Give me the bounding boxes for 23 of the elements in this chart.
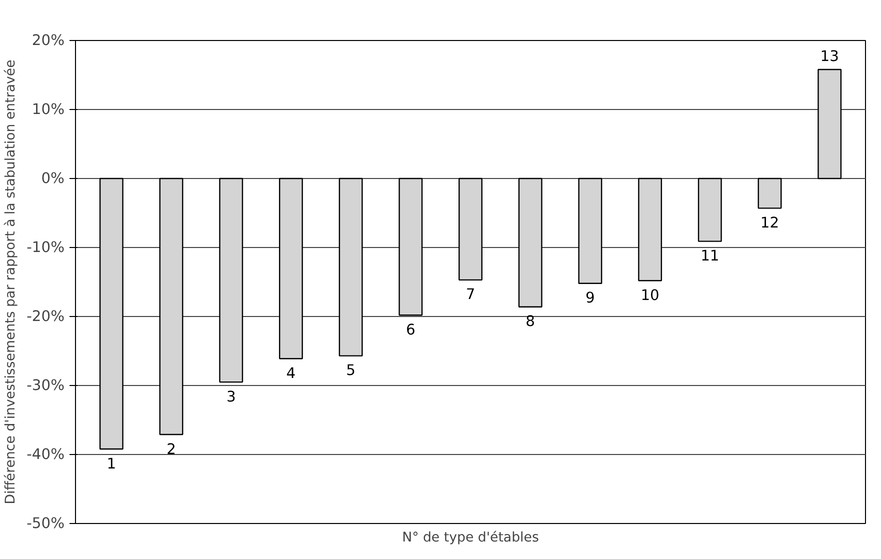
x-tick-label: 8: [526, 313, 536, 330]
y-tick-label: 10%: [32, 101, 65, 118]
y-tick-label: 0%: [41, 170, 65, 187]
x-tick-label: 2: [166, 440, 176, 458]
x-tick-label: 1: [106, 455, 116, 472]
x-tick-label: 10: [640, 286, 660, 304]
x-tick-label: 13: [820, 48, 839, 66]
y-tick-label: -20%: [26, 308, 65, 325]
x-tick-label: 9: [586, 290, 595, 307]
y-tick-label: 20%: [32, 32, 65, 49]
y-tick-label: -50%: [26, 515, 65, 532]
y-tick-label: -10%: [26, 239, 65, 256]
y-axis-title: Différence d'investissements par rapport à la stabulation entravée: [4, 60, 19, 504]
x-tick-label: 11: [700, 248, 720, 265]
y-tick-label: -40%: [26, 446, 65, 463]
x-axis-title: N° de type d'étables: [402, 530, 539, 546]
x-tick-label: 3: [226, 388, 236, 406]
x-tick-label: 7: [466, 286, 476, 304]
y-tick-label: -30%: [26, 377, 65, 394]
x-tick-label: 12: [760, 214, 780, 232]
x-tick-label: 4: [286, 364, 296, 382]
x-tick-label: 5: [346, 362, 356, 380]
x-tick-label: 6: [406, 321, 416, 338]
